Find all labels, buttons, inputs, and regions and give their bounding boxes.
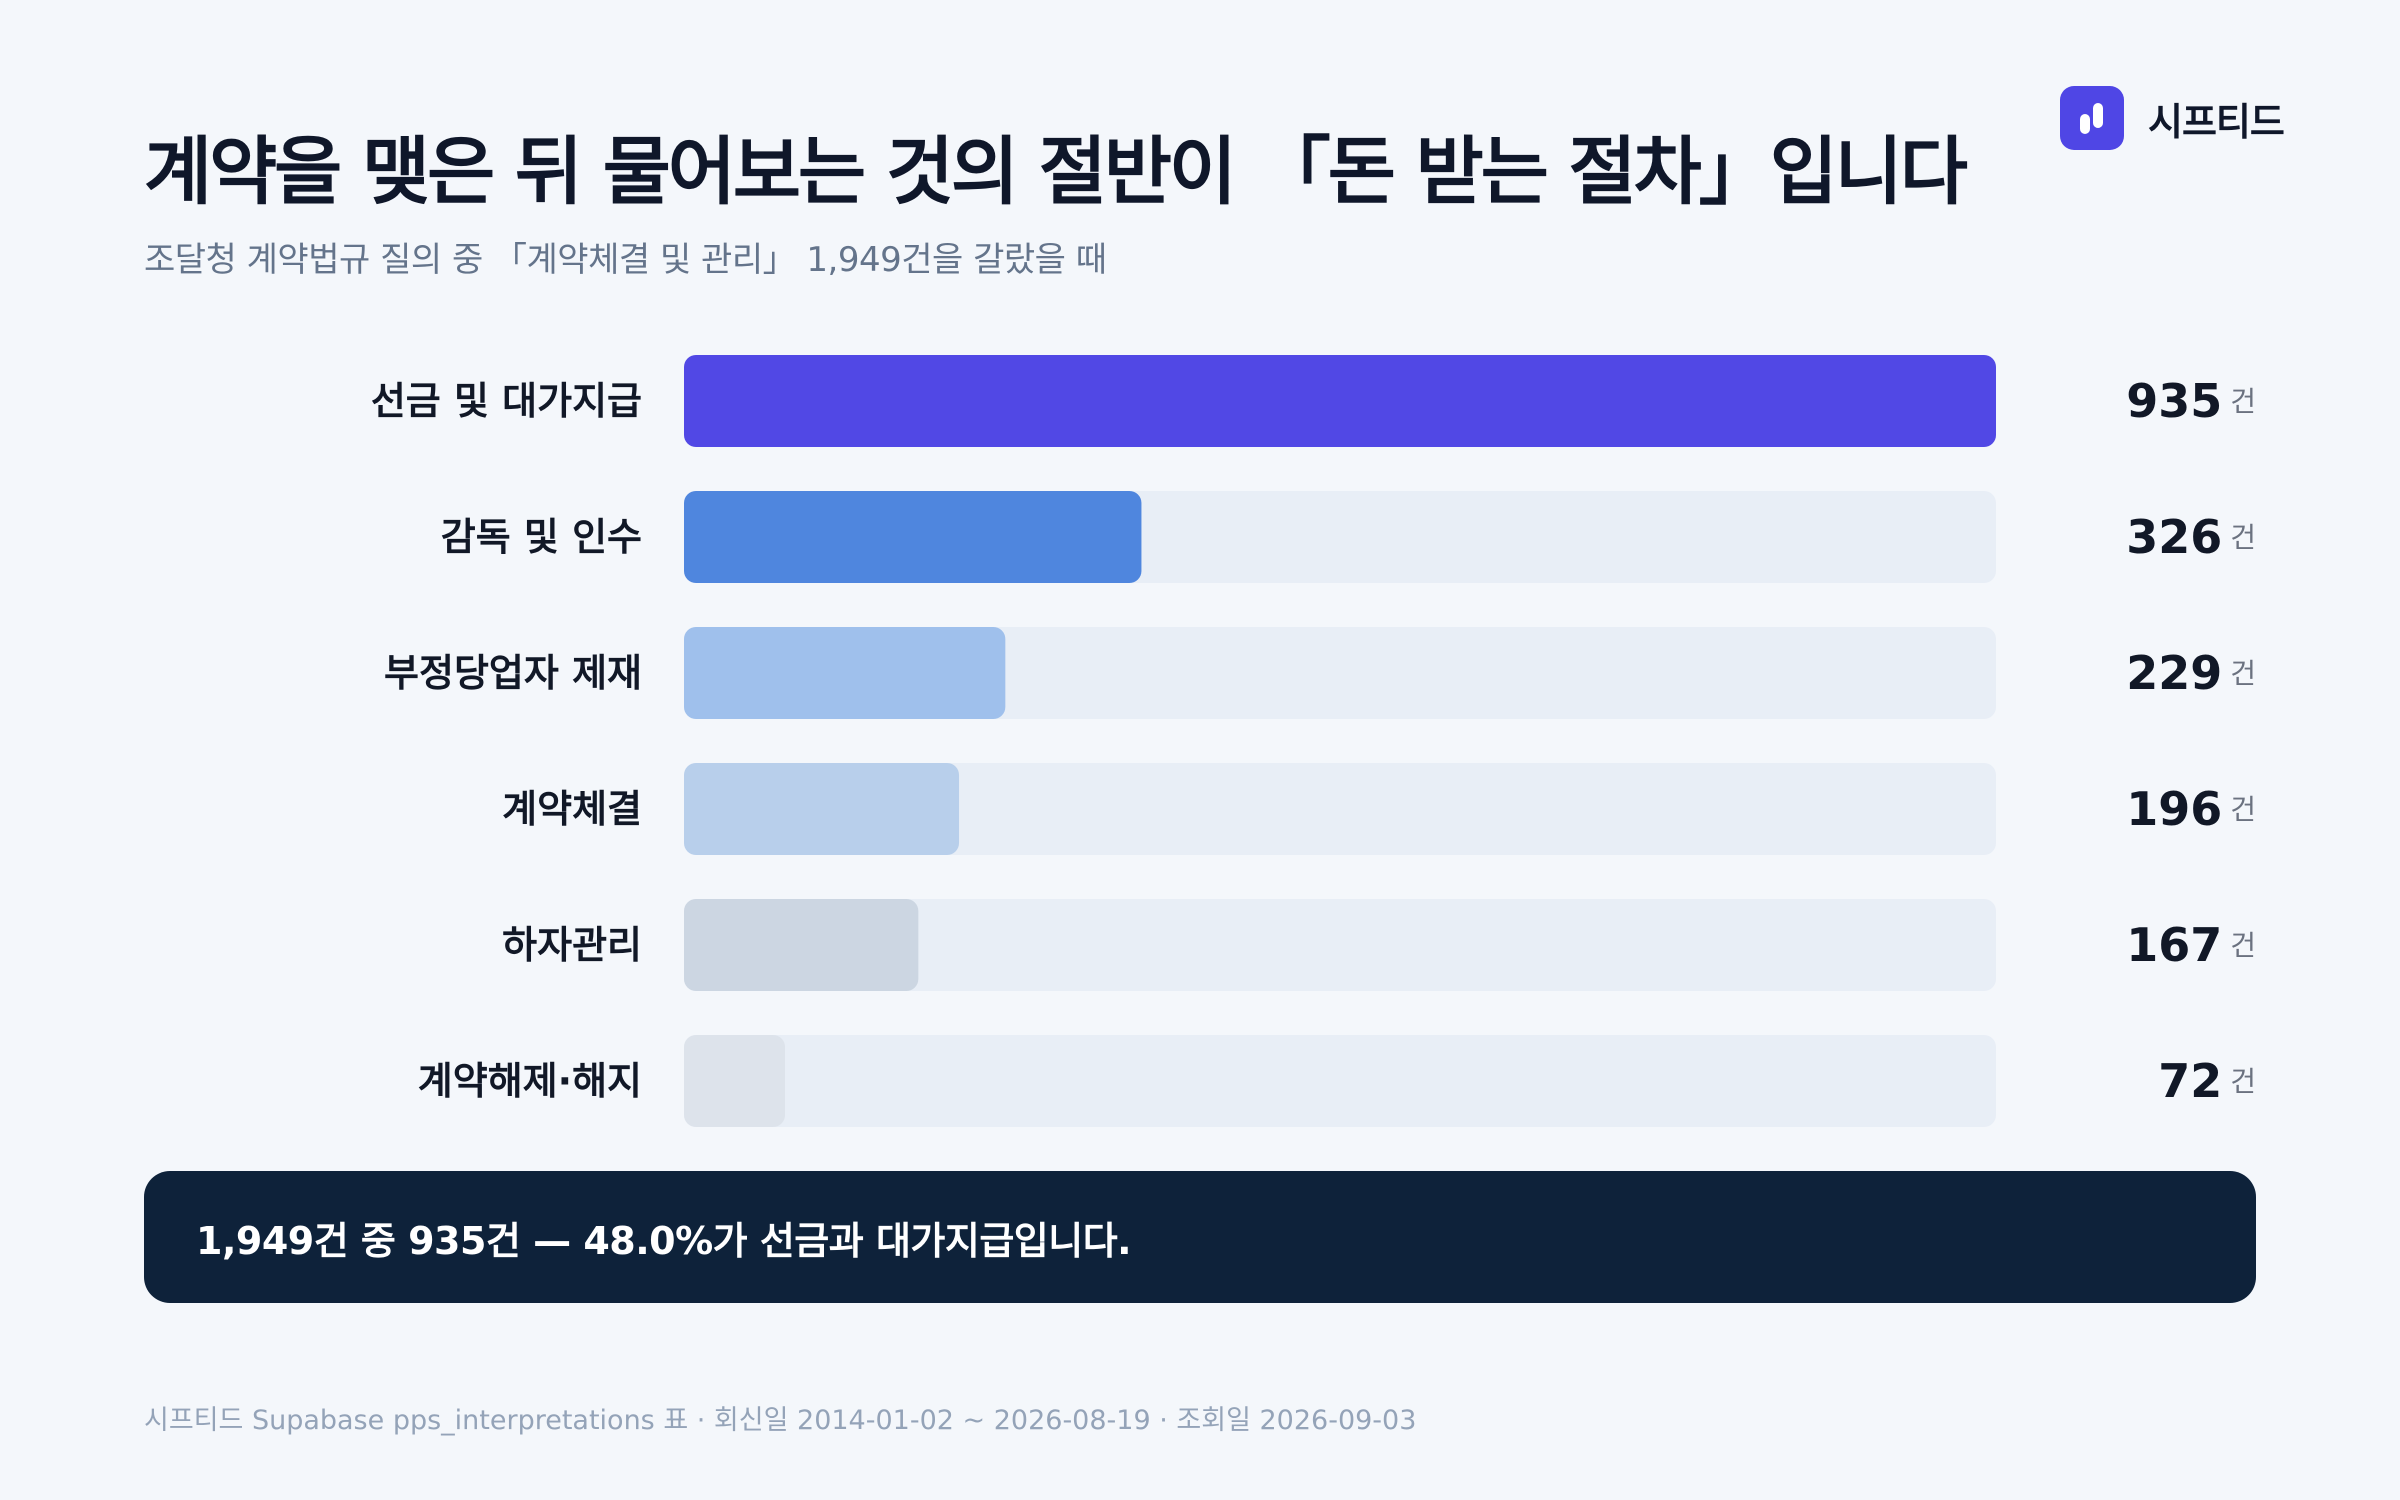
bar-row: 계약해제·해지 72 건 [418,1035,2256,1127]
bar-row: 부정당업자 제재 229 건 [384,627,2256,719]
brand-name: 시프티드 [2148,99,2285,144]
category-label: 계약체결 [502,787,642,831]
value-unit: 건 [2230,657,2256,690]
bar-track [684,763,1996,855]
bar [684,899,919,991]
bar-row: 감독 및 인수 326 건 [441,491,2256,583]
bar [684,1035,786,1127]
bar-row: 하자관리 167 건 [502,899,2256,991]
summary-callout: 1,949건 중 935건 — 48.0%가 선금과 대가지급입니다. [144,1171,2256,1303]
bar [684,491,1142,583]
bar-track [684,899,1996,991]
value-unit: 건 [2230,929,2256,962]
category-label: 감독 및 인수 [441,515,642,559]
brand-logo-icon [2060,86,2124,150]
value-number: 167 [2126,918,2222,972]
bar-track [684,1035,1996,1127]
bar [684,627,1006,719]
source-footnote: 시프티드 Supabase pps_interpretations 표 · 회신… [144,1405,1417,1436]
value-label: 196 건 [2126,782,2256,836]
bar-row: 계약체결 196 건 [502,763,2256,855]
value-label: 326 건 [2126,510,2256,564]
value-label: 72 건 [2158,1054,2256,1108]
value-number: 229 [2126,646,2222,700]
category-label: 하자관리 [502,923,642,967]
chart-subtitle: 조달청 계약법규 질의 중 「계약체결 및 관리」 1,949건을 갈랐을 때 [144,240,1107,280]
chart-title: 계약을 맺은 뒤 물어보는 것의 절반이 「돈 받는 절차」입니다 [144,129,1968,215]
value-number: 326 [2126,510,2222,564]
value-number: 72 [2158,1054,2222,1108]
value-label: 229 건 [2126,646,2256,700]
category-label: 계약해제·해지 [418,1059,642,1103]
value-number: 196 [2126,782,2222,836]
logo-bar-tall [2093,103,2103,128]
bar-track [684,627,1996,719]
value-unit: 건 [2230,521,2256,554]
bar-row: 선금 및 대가지급 935 건 [371,355,2256,447]
bar [684,763,960,855]
category-label: 부정당업자 제재 [384,651,642,695]
logo-bar-short [2080,114,2090,134]
value-label: 167 건 [2126,918,2256,972]
bar [684,355,1996,447]
category-label: 선금 및 대가지급 [371,379,642,423]
value-label: 935 건 [2126,374,2256,428]
value-unit: 건 [2230,385,2256,418]
value-unit: 건 [2230,793,2256,826]
value-unit: 건 [2230,1065,2256,1098]
summary-text: 1,949건 중 935건 — 48.0%가 선금과 대가지급입니다. [196,1218,1132,1263]
brand-logo-group: 시프티드 [2060,86,2285,150]
value-number: 935 [2126,374,2222,428]
